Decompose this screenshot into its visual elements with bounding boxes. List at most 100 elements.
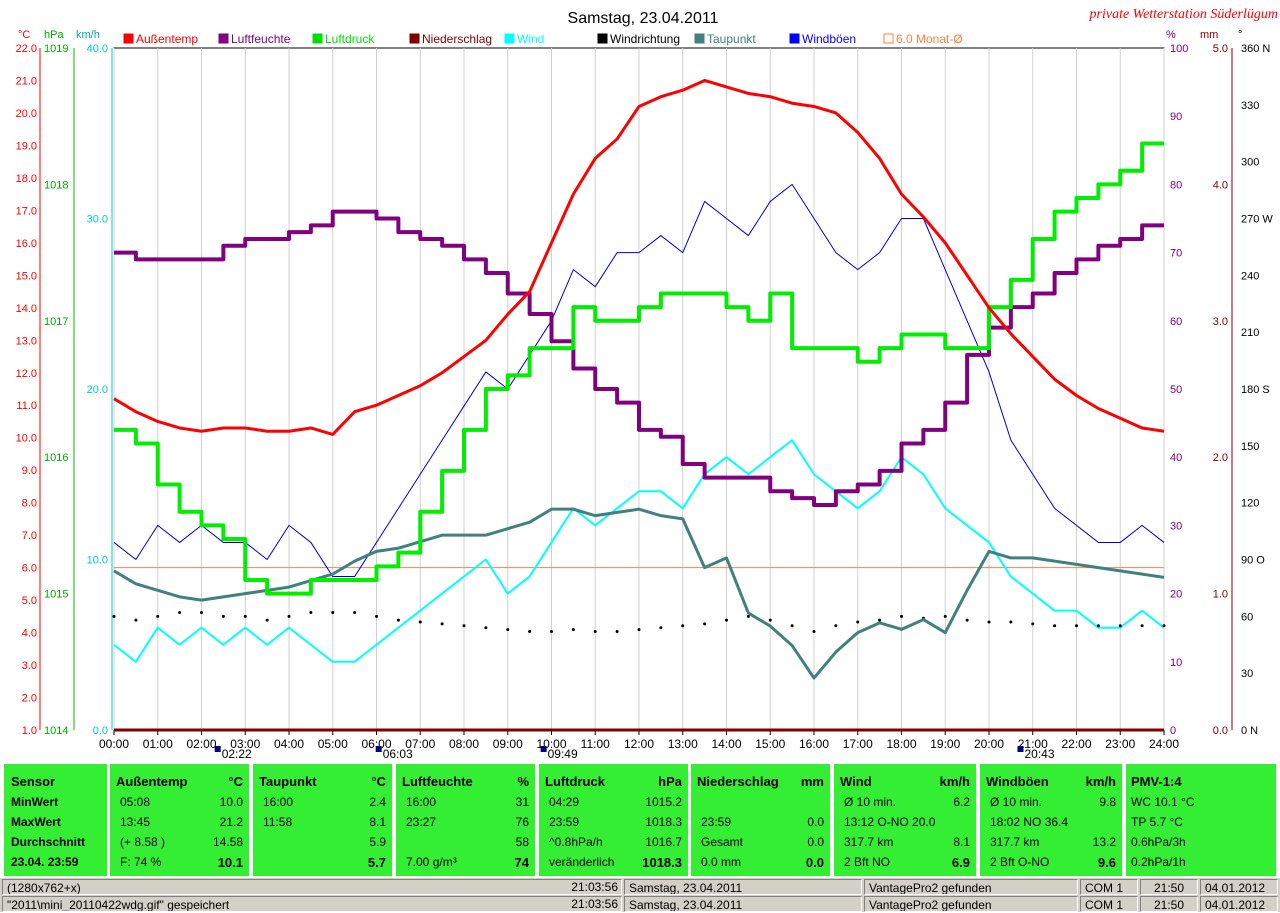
aussentemp-row-2-value: 14.58 (212, 835, 243, 849)
dir-point-1 (134, 618, 138, 622)
panel-luftdruck: Luftdruck hPa 04:29 1015.2 23:59 1018.3 ^0.8hP… (539, 764, 688, 876)
windboeen-unit: km/h (1085, 774, 1116, 789)
dir-point-46 (1118, 624, 1122, 628)
wind-tick-2: 20.0 (87, 384, 108, 396)
sensor-row-min: MinWert (11, 795, 59, 809)
x-tick-label-19: 19:00 (930, 737, 960, 751)
windboeen-row-3-label: 2 Bft O-NO (990, 855, 1050, 869)
dir-point-25 (659, 626, 663, 630)
dir-tick-11: 330 (1241, 100, 1259, 112)
unit-dir: ° (1238, 29, 1242, 41)
niederschlag-row-3-value: 0.0 (805, 855, 824, 870)
dir-tick-9: 270 W (1241, 214, 1273, 226)
dir-point-8 (287, 614, 291, 618)
status-port: COM 1 (1080, 879, 1138, 895)
x-tick-label-14: 14:00 (711, 737, 741, 751)
panel-wind: Wind km/h Ø 10 min. 6.2 13:12 O-NO 20.0 317.7… (834, 764, 976, 876)
series-luftfeuchte (114, 209, 1164, 507)
windboeen-header: Windböen (986, 774, 1049, 789)
dir-point-17 (484, 626, 488, 630)
marker-icon-0 (214, 746, 221, 752)
legend-swatch-2 (312, 33, 323, 44)
series-windboeen (113, 183, 1165, 578)
legend-swatch-7 (789, 33, 800, 44)
humidity-tick-5: 50 (1170, 384, 1182, 396)
status-date-2: Samstag, 23.04.2011 (624, 896, 862, 912)
dir-point-39 (965, 618, 969, 622)
windboeen-row-2-label: 317.7 km (990, 835, 1040, 849)
luftfeuchte-row-0-value: 31 (515, 795, 529, 809)
sensor-row-avg: Durchschnitt (11, 835, 86, 849)
pmv-row-0: WC 10.1 °C (1131, 795, 1195, 809)
marker-label-3: 20:43 (1025, 747, 1055, 761)
unit-rain: mm (1200, 29, 1218, 41)
luftdruck-row-1-label: 23:59 (549, 815, 580, 829)
unit-humidity: % (1166, 29, 1176, 41)
legend-label-3: Niederschlag (422, 32, 492, 46)
dir-point-29 (746, 614, 750, 618)
x-tick-label-11: 11:00 (581, 737, 610, 751)
dir-tick-8: 240 (1241, 270, 1259, 282)
windboeen-row-0-value: 9.8 (1099, 795, 1116, 809)
marker-label-1: 06:03 (383, 747, 413, 761)
dir-point-33 (834, 624, 838, 628)
niederschlag-row-1-label: 23:59 (701, 815, 732, 829)
x-tick-label-3: 03:00 (230, 737, 260, 751)
humidity-tick-9: 90 (1170, 111, 1182, 123)
wind-unit: km/h (939, 774, 970, 789)
aussentemp-header: Außentemp (116, 774, 188, 789)
wind-header: Wind (840, 774, 872, 789)
status-device: VantagePro2 gefunden (864, 879, 1078, 895)
humidity-tick-10: 100 (1170, 43, 1188, 55)
panel-sensor: Sensor MinWert MaxWert Durchschnitt 23.0… (4, 764, 107, 876)
dir-point-32 (812, 629, 816, 633)
panel-taupunkt: Taupunkt °C 16:00 2.4 11:58 8.1 5.9 5.7 (253, 764, 392, 876)
wind-row-3-label: 2 Bft NO (844, 855, 891, 869)
dir-point-5 (221, 614, 225, 618)
status-message: "2011\mini_20110422wdg.gif" gespeichert (2, 896, 622, 912)
dir-point-48 (1162, 624, 1166, 628)
x-tick-label-8: 08:00 (449, 737, 479, 751)
aussentemp-row-2-label: (+ 8.58 ) (120, 835, 166, 849)
niederschlag-row-1-value: 0.0 (807, 815, 824, 829)
temp-tick-16: 17.0 (16, 205, 37, 217)
temp-tick-8: 9.0 (22, 465, 37, 477)
wind-row-0-label: Ø 10 min. (844, 795, 897, 809)
x-tick-label-22: 22:00 (1061, 737, 1091, 751)
pressure-tick-1: 1015 (44, 589, 68, 601)
panel-pmv: PMV-1:4 WC 10.1 °C TP 5.7 °C 0.6hPa/3h 0… (1126, 764, 1276, 876)
dir-point-14 (418, 620, 422, 624)
pmv-row-2: 0.6hPa/3h (1131, 835, 1186, 849)
temp-tick-13: 14.0 (16, 303, 37, 315)
dir-point-20 (550, 629, 553, 633)
status-port-2: COM 1 (1080, 896, 1138, 912)
x-tick-label-15: 15:00 (755, 737, 785, 751)
x-tick-label-17: 17:00 (843, 737, 873, 751)
dir-point-38 (943, 614, 947, 618)
x-tick-label-24: 24:00 (1149, 737, 1179, 751)
summary-table: Sensor MinWert MaxWert Durchschnitt 23.0… (0, 762, 1280, 878)
x-tick-label-21: 21:00 (1018, 737, 1048, 751)
dir-point-6 (243, 614, 247, 618)
dir-tick-4: 120 (1241, 498, 1259, 510)
dir-point-44 (1075, 624, 1078, 628)
niederschlag-unit: mm (800, 774, 824, 789)
sensor-row-max: MaxWert (11, 815, 61, 829)
marker-label-2: 09:49 (548, 747, 578, 761)
humidity-tick-3: 30 (1170, 520, 1182, 532)
dir-point-9 (309, 611, 313, 615)
panel-luftfeuchte: Luftfeuchte% 16:00 31 23:27 76 58 7.00 g/m³ 74 (396, 764, 535, 876)
windboeen-row-2-value: 13.2 (1092, 835, 1116, 849)
pressure-tick-5: 1019 (44, 43, 68, 55)
dir-point-0 (112, 614, 116, 618)
taupunkt-row-2-value: 5.9 (369, 835, 386, 849)
x-tick-label-7: 07:00 (405, 737, 435, 751)
luftfeuchte-row-3-label: 7.00 g/m³ (406, 855, 457, 869)
series-wind (113, 439, 1165, 663)
wind-row-0-value: 6.2 (953, 795, 970, 809)
humidity-tick-1: 10 (1170, 657, 1182, 669)
rain-tick-4: 4.0 (1213, 179, 1228, 191)
dir-point-34 (856, 620, 860, 624)
sensor-row-current: 23.04. 23:59 (11, 855, 79, 869)
dir-point-3 (178, 611, 182, 615)
